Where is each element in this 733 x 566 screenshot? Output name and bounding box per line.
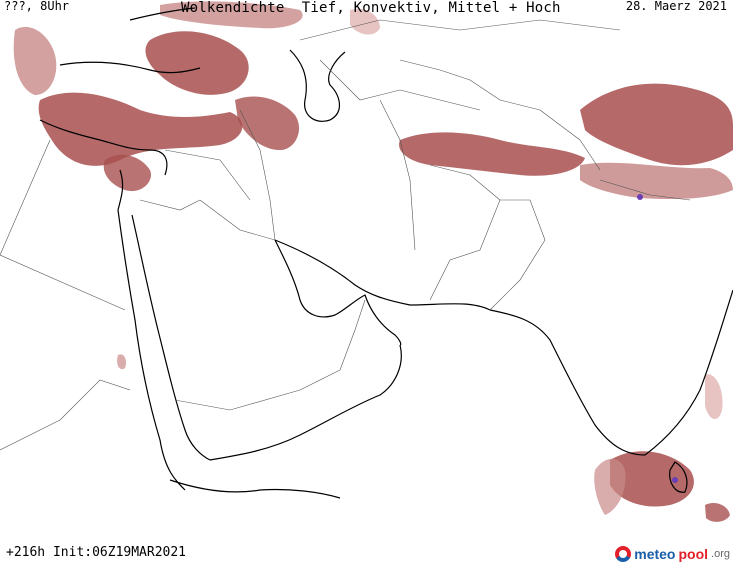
coastline-layer [39, 7, 733, 499]
border-nepal [599, 179, 691, 201]
border-layer [0, 19, 691, 451]
model-run-info: +216h Init:06Z19MAR2021 [6, 545, 187, 560]
coast-persian-gulf [274, 239, 402, 346]
cloud-patch-red-sea [117, 354, 127, 370]
convective-core-srilanka [672, 477, 678, 483]
border-afghanistan-pakistan [429, 164, 501, 301]
meteopool-logo-icon [615, 546, 632, 562]
map-title: Wolkendichte Tief, Konvektiv, Mittel + H… [181, 0, 561, 16]
meteopool-logo[interactable]: meteo pool .org [615, 546, 730, 562]
cloud-patch-tibet [580, 83, 733, 166]
coast-arabia-south [209, 344, 402, 461]
border-iran-afghanistan [379, 99, 416, 251]
forecast-date: 28. Maerz 2021 [625, 0, 727, 13]
border-saudi-iraq [199, 199, 276, 241]
border-egypt-sudan [0, 254, 126, 311]
forecast-time-label: ???, 8Uhr [4, 0, 70, 13]
cloud-patch-caucasus [145, 31, 249, 95]
cloud-patch-levant [103, 154, 151, 192]
coast-turkey-south [39, 119, 168, 176]
cloud-patch-black-sea [160, 1, 303, 29]
cloud-patch-balkans [13, 26, 57, 96]
brand-suffix: .org [711, 548, 730, 560]
border-china [539, 109, 601, 171]
border-pakistan-india [489, 199, 546, 311]
coast-india-west [489, 309, 646, 456]
cloud-patch-zagros [235, 96, 300, 150]
convective-core-himalaya [637, 194, 643, 200]
coast-sri-lanka [669, 461, 688, 493]
coast-levant [117, 169, 124, 211]
coast-arabia-west [131, 214, 211, 461]
coast-black-sea-south [59, 61, 201, 74]
cloud-patch-southeast [705, 503, 730, 522]
coast-black-sea-north [129, 7, 196, 21]
coast-india-east [644, 289, 733, 456]
border-jordan-saudi [139, 199, 201, 211]
cloud-layer [13, 1, 733, 522]
border-syria-iraq [164, 149, 251, 201]
cloud-patch-india-east [705, 374, 723, 420]
cloud-patch-himalaya [580, 162, 733, 200]
border-iraq-iran [239, 109, 276, 241]
border-ethiopia [59, 379, 131, 421]
coast-horn-africa [169, 479, 341, 499]
border-libya-egypt [0, 139, 51, 256]
border-sudan-chad [0, 419, 61, 451]
cloud-patch-hindukush [399, 132, 585, 176]
cloud-patch-anatolia [38, 92, 243, 166]
border-saudi-yemen [174, 369, 341, 411]
border-turkmenistan [319, 59, 481, 111]
coast-caspian [289, 49, 346, 122]
border-oman [339, 299, 366, 371]
coast-red-sea-west [117, 209, 186, 491]
cloud-patch-north-east [350, 8, 380, 35]
brand-name-part2: pool [678, 546, 709, 562]
brand-name-part1: meteo [634, 546, 676, 562]
coast-iran-south [274, 239, 491, 311]
cloud-patch-south-india-outer [594, 458, 626, 515]
border-kazakh [299, 19, 621, 41]
border-uzbekistan [399, 59, 541, 111]
